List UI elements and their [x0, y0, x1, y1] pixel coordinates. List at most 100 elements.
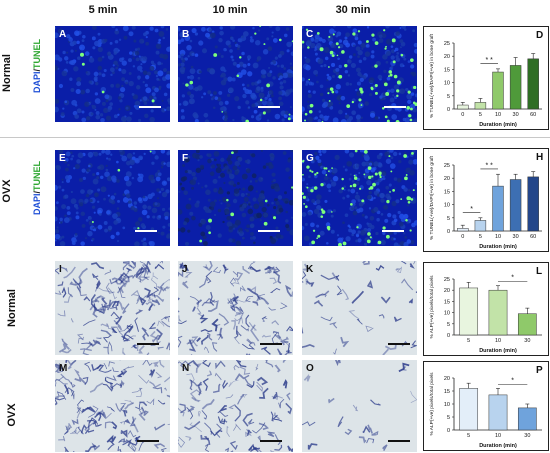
x-axis-label: Duration (min) [479, 122, 517, 128]
chart-svg: L 0 5 10 15 20 25 % ALP(+ve) pixels/total pixel… [429, 266, 542, 354]
column-header-5min: 5 min [88, 4, 118, 16]
micrograph-b: B [178, 26, 293, 122]
scale-bar [382, 230, 404, 232]
y-tick-label: 20 [444, 288, 450, 294]
micrograph-i: I [55, 261, 170, 355]
significance-marker: * [470, 206, 473, 213]
micrograph-texture [178, 150, 293, 246]
scale-bar [137, 343, 159, 345]
panel-label-i: I [59, 264, 62, 275]
x-axis-label: Duration (min) [479, 244, 517, 250]
bar-chart-p: P 0 5 10 15 20 % ALP(+ve) pixels/total pixels 5… [423, 361, 549, 451]
x-tick-label: 5 [467, 338, 470, 344]
bar-chart-h: H 0 5 10 15 20 25 % TUNEL(+ve)/DAPI(+ve) in bon… [423, 148, 549, 252]
stain-label-normal: DAPI/TUNEL [32, 38, 42, 94]
bar [517, 313, 537, 336]
y-tick-label: 20 [444, 54, 450, 60]
y-tick-label: 0 [447, 229, 450, 235]
panel-label-m: M [59, 363, 68, 374]
x-tick-label: 30 [513, 112, 519, 118]
bar [488, 394, 508, 431]
scale-bar [139, 106, 161, 108]
y-tick-label: 0 [447, 428, 450, 434]
micrograph-f: F [178, 150, 293, 246]
stain-label-ovx: DAPI/TUNEL [32, 160, 42, 216]
bar [459, 388, 479, 431]
y-tick-label: 15 [444, 389, 450, 395]
row-label-normal: Normal [1, 54, 13, 92]
bar [509, 65, 522, 110]
scale-bar [258, 106, 280, 108]
bar [474, 102, 487, 110]
bar [517, 407, 537, 431]
micrograph-texture [302, 150, 417, 246]
y-tick-label: 5 [447, 322, 450, 328]
bar-chart-l: L 0 5 10 15 20 25 % ALP(+ve) pixels/total pixel… [423, 262, 549, 356]
y-tick-label: 25 [444, 41, 450, 47]
panel-label-o: O [306, 363, 314, 374]
panel-label: H [536, 152, 543, 163]
panel-label-e: E [59, 153, 66, 164]
bar [527, 58, 539, 110]
x-tick-label: 10 [495, 112, 501, 118]
panel-label-k: K [306, 264, 314, 275]
x-axis-label: Duration (min) [479, 443, 517, 449]
bar [474, 220, 487, 232]
row-label-alp-ovx: OVX [6, 403, 18, 427]
micrograph-texture [55, 261, 170, 355]
y-tick-label: 15 [444, 67, 450, 73]
y-tick-label: 10 [444, 311, 450, 317]
micrograph-texture [302, 26, 417, 122]
micrograph-e: E [55, 150, 170, 246]
x-tick-label: 5 [479, 112, 482, 118]
panel-label-j: J [182, 264, 188, 275]
micrograph-m: M [55, 360, 170, 452]
micrograph-n: N [178, 360, 293, 452]
bar [492, 185, 504, 232]
bar-chart-d: D 0 5 10 15 20 25 % TUNEL(+ve)/DAPI(+ve) in bon… [423, 26, 549, 130]
column-header-10min: 10 min [212, 4, 248, 16]
bar [459, 287, 479, 336]
chart-svg: D 0 5 10 15 20 25 % TUNEL(+ve)/DAPI(+ve) in bon… [429, 30, 543, 128]
y-tick-label: 15 [444, 189, 450, 195]
panel-label-c: C [306, 29, 314, 40]
x-tick-label: 5 [467, 433, 470, 439]
y-tick-label: 5 [447, 216, 450, 222]
y-tick-label: 20 [444, 376, 450, 382]
y-axis-label: % TUNEL(+ve)/DAPI(+ve) in bone graft [429, 155, 435, 240]
significance-marker: * * [485, 162, 493, 169]
micrograph-texture [178, 261, 293, 355]
bar [492, 71, 504, 110]
scale-bar [384, 106, 406, 108]
bar [527, 176, 539, 232]
scale-bar [260, 440, 282, 442]
scale-bar [260, 343, 282, 345]
panel-label-n: N [182, 363, 190, 374]
y-axis-label: % TUNEL(+ve)/DAPI(+ve) in bone graft [429, 33, 435, 118]
x-tick-label: 30 [524, 338, 530, 344]
y-tick-label: 20 [444, 176, 450, 182]
bar [488, 289, 508, 336]
x-tick-label: 30 [513, 234, 519, 240]
significance-marker: * [511, 378, 514, 385]
panel-label-f: F [182, 153, 189, 164]
micrograph-texture [55, 150, 170, 246]
bar [457, 104, 469, 110]
x-tick-label: 5 [479, 234, 482, 240]
x-tick-label: 60 [530, 112, 536, 118]
micrograph-texture [55, 360, 170, 452]
y-tick-label: 0 [447, 107, 450, 113]
x-tick-label: 30 [524, 433, 530, 439]
y-tick-label: 10 [444, 402, 450, 408]
x-tick-label: 0 [461, 112, 464, 118]
panel-label-a: A [59, 29, 67, 40]
scale-bar [137, 440, 159, 442]
y-tick-label: 5 [447, 94, 450, 100]
y-tick-label: 25 [444, 277, 450, 283]
scale-bar [258, 230, 280, 232]
y-tick-label: 0 [447, 333, 450, 339]
scale-bar [388, 440, 410, 442]
micrograph-texture [178, 26, 293, 122]
micrograph-o: O [302, 360, 417, 452]
column-header-30min: 30 min [335, 4, 371, 16]
